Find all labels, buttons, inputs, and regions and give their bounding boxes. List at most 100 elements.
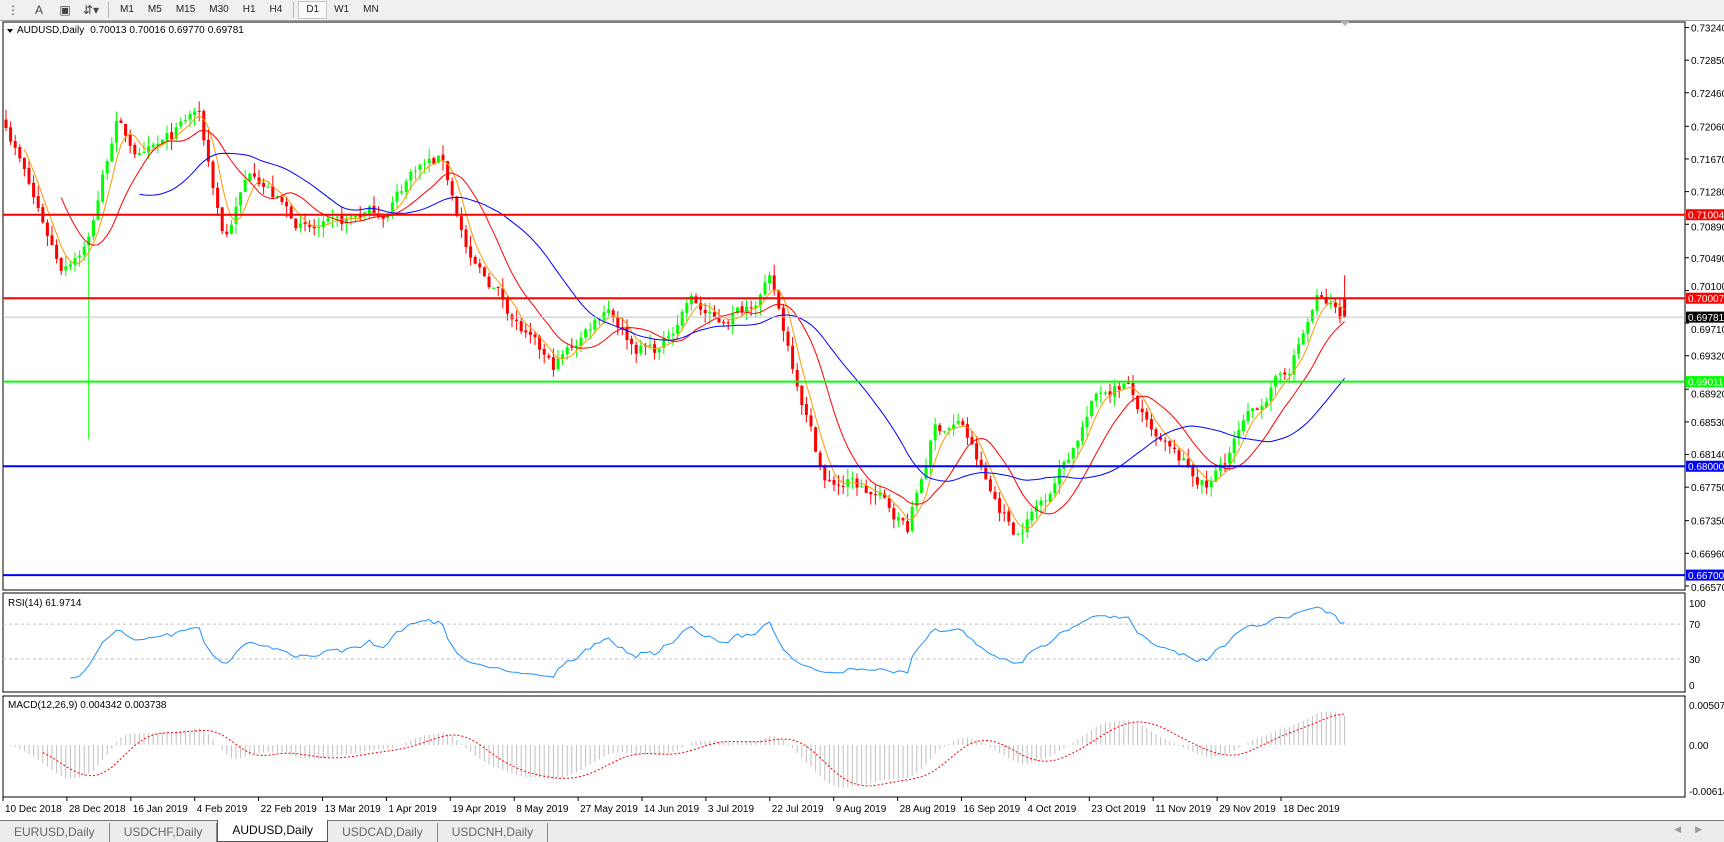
candle[interactable]: [777, 289, 781, 311]
candle[interactable]: [1200, 479, 1204, 495]
candle[interactable]: [689, 292, 693, 311]
candle[interactable]: [87, 232, 91, 440]
candle[interactable]: [96, 190, 100, 221]
candle[interactable]: [1163, 436, 1167, 452]
candle[interactable]: [556, 350, 560, 372]
candle[interactable]: [9, 121, 13, 146]
candle[interactable]: [841, 475, 845, 495]
candle[interactable]: [827, 470, 831, 483]
candle[interactable]: [832, 475, 836, 492]
candle[interactable]: [216, 182, 220, 217]
candle[interactable]: [933, 417, 937, 451]
candle[interactable]: [73, 252, 77, 272]
candle[interactable]: [1021, 522, 1025, 544]
candle[interactable]: [183, 114, 187, 125]
candle[interactable]: [18, 144, 22, 163]
collapse-triangle-icon[interactable]: [7, 29, 13, 33]
candle[interactable]: [1269, 381, 1273, 412]
candle[interactable]: [671, 326, 675, 347]
tab-usdcnh[interactable]: USDCNH,Daily: [438, 823, 549, 842]
candle[interactable]: [229, 220, 233, 235]
candle[interactable]: [1131, 375, 1135, 402]
candle[interactable]: [492, 287, 496, 289]
candle[interactable]: [961, 418, 965, 427]
candle[interactable]: [1044, 493, 1048, 513]
candle[interactable]: [593, 315, 597, 334]
candle[interactable]: [542, 343, 546, 364]
candle[interactable]: [1310, 308, 1314, 324]
candle[interactable]: [1251, 407, 1255, 419]
candle[interactable]: [165, 125, 169, 151]
candle[interactable]: [101, 170, 105, 204]
candle[interactable]: [193, 107, 197, 126]
candle[interactable]: [257, 170, 261, 187]
candle[interactable]: [634, 341, 638, 364]
candle[interactable]: [1103, 390, 1107, 397]
candle[interactable]: [956, 413, 960, 426]
candle[interactable]: [32, 175, 36, 205]
candle[interactable]: [795, 363, 799, 392]
candle[interactable]: [239, 192, 243, 214]
candle[interactable]: [657, 348, 661, 361]
tab-usdcad[interactable]: USDCAD,Daily: [328, 823, 438, 842]
candle[interactable]: [124, 123, 128, 143]
candle[interactable]: [170, 122, 174, 151]
candle[interactable]: [482, 266, 486, 277]
candle[interactable]: [1085, 406, 1089, 437]
candle[interactable]: [1301, 329, 1305, 345]
candle[interactable]: [36, 186, 40, 213]
candle[interactable]: [151, 142, 155, 150]
candle[interactable]: [919, 477, 923, 494]
candle[interactable]: [1255, 407, 1259, 411]
candle[interactable]: [1053, 476, 1057, 498]
candle[interactable]: [505, 296, 509, 321]
candle[interactable]: [630, 335, 634, 355]
candle[interactable]: [768, 271, 772, 291]
timeframe-m15-button[interactable]: M15: [175, 4, 196, 15]
candle[interactable]: [607, 300, 611, 317]
candle[interactable]: [220, 207, 224, 235]
candle[interactable]: [1011, 521, 1015, 536]
candle[interactable]: [496, 286, 500, 297]
candle[interactable]: [726, 318, 730, 331]
candle[interactable]: [979, 451, 983, 471]
candle[interactable]: [1283, 367, 1287, 380]
candle[interactable]: [225, 223, 229, 238]
candle[interactable]: [1264, 397, 1268, 408]
candle[interactable]: [147, 135, 151, 159]
candle[interactable]: [114, 111, 118, 153]
candle[interactable]: [1338, 297, 1342, 324]
candle[interactable]: [892, 503, 896, 529]
candle[interactable]: [988, 475, 992, 493]
candle[interactable]: [1113, 379, 1117, 407]
candle[interactable]: [22, 157, 26, 177]
candle[interactable]: [901, 516, 905, 525]
candle[interactable]: [786, 326, 790, 352]
candle[interactable]: [538, 334, 542, 359]
fibonacci-tools-icon[interactable]: ⋮: [7, 3, 19, 17]
candle[interactable]: [515, 310, 519, 330]
candle[interactable]: [722, 319, 726, 326]
candle[interactable]: [814, 426, 818, 453]
candle[interactable]: [837, 475, 841, 495]
candle[interactable]: [1205, 470, 1209, 495]
candle[interactable]: [50, 225, 54, 246]
candle[interactable]: [547, 353, 551, 360]
candle[interactable]: [179, 117, 183, 129]
candle[interactable]: [1329, 293, 1333, 309]
candle[interactable]: [735, 306, 739, 315]
candle[interactable]: [1246, 402, 1250, 425]
candle[interactable]: [1007, 507, 1011, 526]
candle[interactable]: [800, 385, 804, 415]
candle[interactable]: [1126, 376, 1130, 385]
candle[interactable]: [850, 471, 854, 489]
candle[interactable]: [91, 216, 95, 240]
candle[interactable]: [602, 305, 606, 325]
candle[interactable]: [584, 327, 588, 340]
tab-usdchf[interactable]: USDCHF,Daily: [110, 823, 218, 842]
candle[interactable]: [662, 331, 666, 355]
candle[interactable]: [501, 278, 505, 309]
candle[interactable]: [906, 513, 910, 534]
candle[interactable]: [1016, 532, 1020, 536]
candle[interactable]: [1186, 448, 1190, 469]
